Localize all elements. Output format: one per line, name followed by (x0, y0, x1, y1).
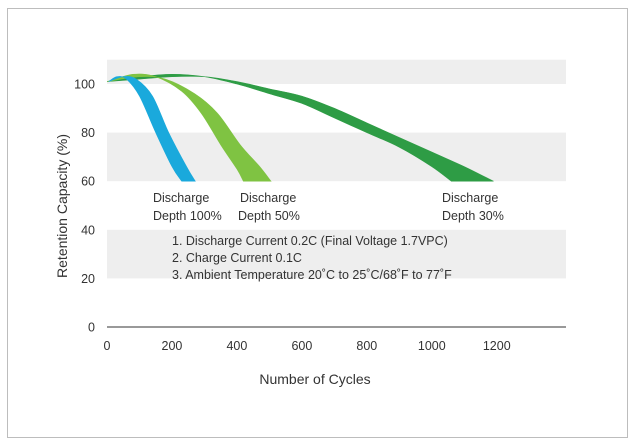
x-tick-1000: 1000 (418, 339, 446, 353)
x-tick-0: 0 (104, 339, 111, 353)
note-2: 2. Charge Current 0.1C (172, 251, 302, 265)
x-tick-1200: 1200 (483, 339, 511, 353)
x-tick-400: 400 (226, 339, 247, 353)
y-axis-title: Retention Capacity (%) (54, 134, 70, 278)
x-tick-600: 600 (291, 339, 312, 353)
retention-capacity-chart: 0 20 40 60 80 100 0 200 400 600 800 1000 1200 Numbe… (54, 59, 566, 387)
y-tick-100: 100 (74, 78, 95, 92)
grid-bands (107, 59, 566, 279)
y-tick-20: 20 (81, 272, 95, 286)
y-tick-0: 0 (88, 321, 95, 335)
series-label-dod100-line2: Depth 100% (153, 209, 222, 223)
series-label-dod30-line1: Discharge (442, 191, 498, 205)
series-label-dod50-line1: Discharge (240, 191, 296, 205)
series-label-dod50-line2: Depth 50% (238, 209, 300, 223)
series-band-dod50 (106, 73, 272, 182)
y-tick-40: 40 (81, 223, 95, 237)
x-tick-200: 200 (162, 339, 183, 353)
y-tick-60: 60 (81, 175, 95, 189)
note-3: 3. Ambient Temperature 20˚C to 25˚C/68˚F… (172, 268, 452, 282)
y-tick-80: 80 (81, 126, 95, 140)
series-label-dod30-line2: Depth 30% (442, 209, 504, 223)
series-label-dod100: Discharge Depth 100% (153, 191, 222, 223)
series-band-dod30 (106, 73, 494, 182)
y-tick-labels: 0 20 40 60 80 100 (74, 78, 95, 335)
note-1: 1. Discharge Current 0.2C (Final Voltage… (172, 234, 448, 248)
series-label-dod30: Discharge Depth 30% (442, 191, 504, 223)
series-label-dod50: Discharge Depth 50% (238, 191, 300, 223)
x-tick-labels: 0 200 400 600 800 1000 1200 (104, 339, 511, 353)
grid-band-3 (107, 59, 566, 84)
notes: 1. Discharge Current 0.2C (Final Voltage… (172, 234, 452, 282)
grid-band-1 (107, 229, 566, 279)
x-axis-title: Number of Cycles (259, 371, 370, 387)
series-label-dod100-line1: Discharge (153, 191, 209, 205)
series-areas (106, 73, 494, 182)
series-band-dod100 (108, 76, 196, 182)
x-tick-800: 800 (356, 339, 377, 353)
